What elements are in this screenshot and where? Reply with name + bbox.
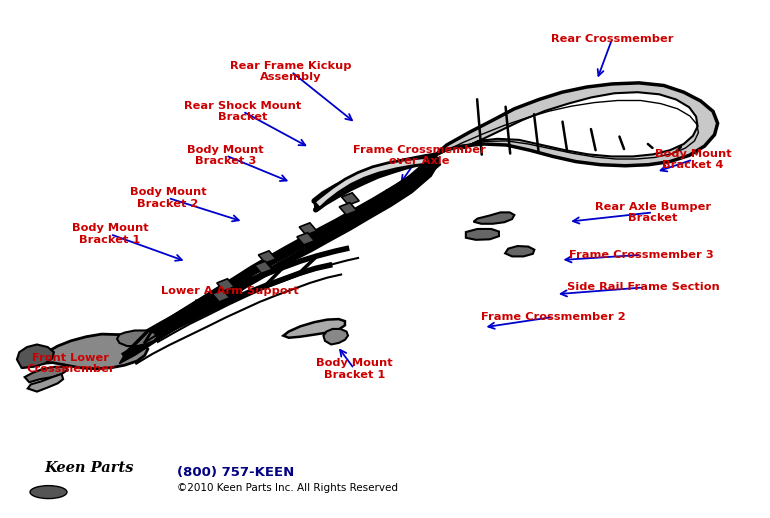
Text: ©2010 Keen Parts Inc. All Rights Reserved: ©2010 Keen Parts Inc. All Rights Reserve… xyxy=(177,483,398,493)
Polygon shape xyxy=(283,319,345,338)
Text: Side Rail Frame Section: Side Rail Frame Section xyxy=(567,282,719,293)
Polygon shape xyxy=(505,246,534,256)
Text: Body Mount
Bracket 4: Body Mount Bracket 4 xyxy=(654,149,732,170)
Polygon shape xyxy=(340,203,357,215)
Text: Rear Axle Bumper
Bracket: Rear Axle Bumper Bracket xyxy=(595,202,711,223)
Polygon shape xyxy=(460,92,698,156)
Polygon shape xyxy=(145,155,440,341)
Text: Front Lower
Crossmember: Front Lower Crossmember xyxy=(26,353,116,375)
Text: Frame Crossmember 3: Frame Crossmember 3 xyxy=(569,250,714,260)
Polygon shape xyxy=(213,290,229,302)
Polygon shape xyxy=(435,83,718,166)
Polygon shape xyxy=(28,374,63,392)
Polygon shape xyxy=(474,212,514,224)
Text: Body Mount
Bracket 2: Body Mount Bracket 2 xyxy=(129,187,206,209)
Text: Body Mount
Bracket 1: Body Mount Bracket 1 xyxy=(72,223,149,245)
Text: Rear Crossmember: Rear Crossmember xyxy=(551,34,674,44)
Polygon shape xyxy=(22,334,148,369)
Text: Keen Parts: Keen Parts xyxy=(45,461,134,476)
Polygon shape xyxy=(119,166,437,364)
Text: (800) 757-KEEN: (800) 757-KEEN xyxy=(177,466,294,479)
Polygon shape xyxy=(217,279,234,291)
Polygon shape xyxy=(259,251,276,263)
Polygon shape xyxy=(314,155,437,210)
Polygon shape xyxy=(323,329,348,344)
Polygon shape xyxy=(314,157,430,208)
Text: Rear Frame Kickup
Assembly: Rear Frame Kickup Assembly xyxy=(230,61,352,82)
Polygon shape xyxy=(466,229,499,240)
Polygon shape xyxy=(117,330,158,346)
Polygon shape xyxy=(255,261,272,274)
Text: Frame Crossmember
over Axle: Frame Crossmember over Axle xyxy=(353,145,486,166)
Text: Body Mount
Bracket 3: Body Mount Bracket 3 xyxy=(187,145,264,166)
Polygon shape xyxy=(297,233,314,245)
Text: Rear Shock Mount
Bracket: Rear Shock Mount Bracket xyxy=(184,100,301,122)
Polygon shape xyxy=(300,223,316,235)
Polygon shape xyxy=(17,344,54,368)
Ellipse shape xyxy=(30,486,67,498)
Text: Lower A Arm Support: Lower A Arm Support xyxy=(161,286,298,296)
Text: Body Mount
Bracket 1: Body Mount Bracket 1 xyxy=(316,358,393,380)
Polygon shape xyxy=(342,193,359,205)
Polygon shape xyxy=(25,367,68,382)
Text: Frame Crossmember 2: Frame Crossmember 2 xyxy=(480,312,625,322)
